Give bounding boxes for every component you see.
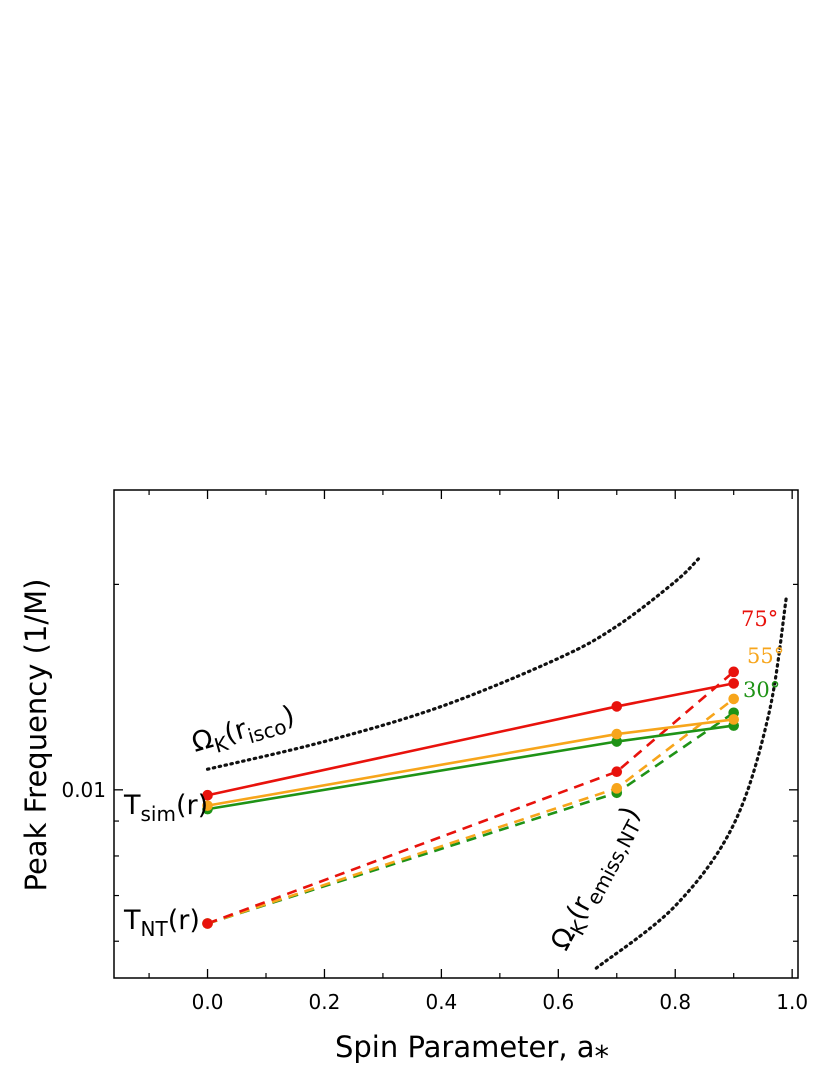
- x-tick-label: 0.0: [192, 990, 224, 1014]
- point-dashed-75: [202, 918, 213, 929]
- point-solid-75: [202, 789, 213, 801]
- point-dashed-55: [728, 693, 739, 705]
- omega-curve-1: [594, 595, 788, 970]
- angle-label-30: 30°: [743, 678, 780, 702]
- point-dashed-75: [611, 766, 623, 778]
- x-tick-label: 1.0: [776, 990, 808, 1014]
- y-tick-label: 0.01: [61, 778, 106, 802]
- omega-isco-label: ΩK(risco): [188, 700, 299, 764]
- omega-isco-sub2: isco: [245, 714, 289, 748]
- t-nt-label: TNT(r): [123, 905, 200, 941]
- t-nt-sub: NT: [141, 917, 169, 941]
- series-line-dashed-30: [207, 711, 735, 925]
- x-tick-label: 0.8: [659, 990, 691, 1014]
- point-solid-55: [728, 714, 739, 725]
- axis-ticks: [114, 490, 798, 978]
- svg-text:ΩK(risco): ΩK(risco): [188, 700, 299, 764]
- point-solid-30: [611, 736, 623, 747]
- plot-frame: [113, 489, 799, 979]
- series-line-dashed-75: [207, 670, 735, 925]
- point-solid-75: [611, 701, 623, 712]
- omega-curve-0: [205, 557, 701, 771]
- reference-curves: [205, 557, 788, 970]
- y-axis-title: Peak Frequency (1/M): [19, 579, 53, 892]
- t-nt-main: T: [123, 905, 141, 936]
- t-sim-tail: (r): [176, 790, 208, 821]
- series-points: [202, 666, 739, 929]
- point-solid-75: [728, 678, 739, 689]
- svg-text:ΩK(remiss,NT): ΩK(remiss,NT): [545, 802, 651, 958]
- omega-emiss-sub2: emiss,NT: [581, 816, 646, 909]
- axis-tick-labels: 0.0 0.2 0.4 0.6 0.8 1.0 0.01: [61, 778, 808, 1014]
- angle-label-55: 55°: [747, 644, 784, 668]
- t-sim-label: Tsim(r): [123, 790, 208, 826]
- point-solid-55: [202, 800, 213, 811]
- omega-emiss-label: ΩK(remiss,NT): [545, 802, 651, 958]
- x-tick-label: 0.6: [542, 990, 574, 1014]
- x-axis-title: Spin Parameter, a⁎: [335, 1030, 609, 1064]
- point-dashed-55: [611, 783, 623, 794]
- point-solid-55: [611, 728, 623, 740]
- point-dashed-75: [728, 666, 739, 678]
- t-sim-sub: sim: [141, 802, 176, 826]
- t-nt-tail: (r): [168, 905, 200, 936]
- x-tick-label: 0.2: [309, 990, 341, 1014]
- angle-label-75: 75°: [741, 607, 778, 631]
- t-sim-main: T: [123, 790, 141, 821]
- x-tick-label: 0.4: [425, 990, 457, 1014]
